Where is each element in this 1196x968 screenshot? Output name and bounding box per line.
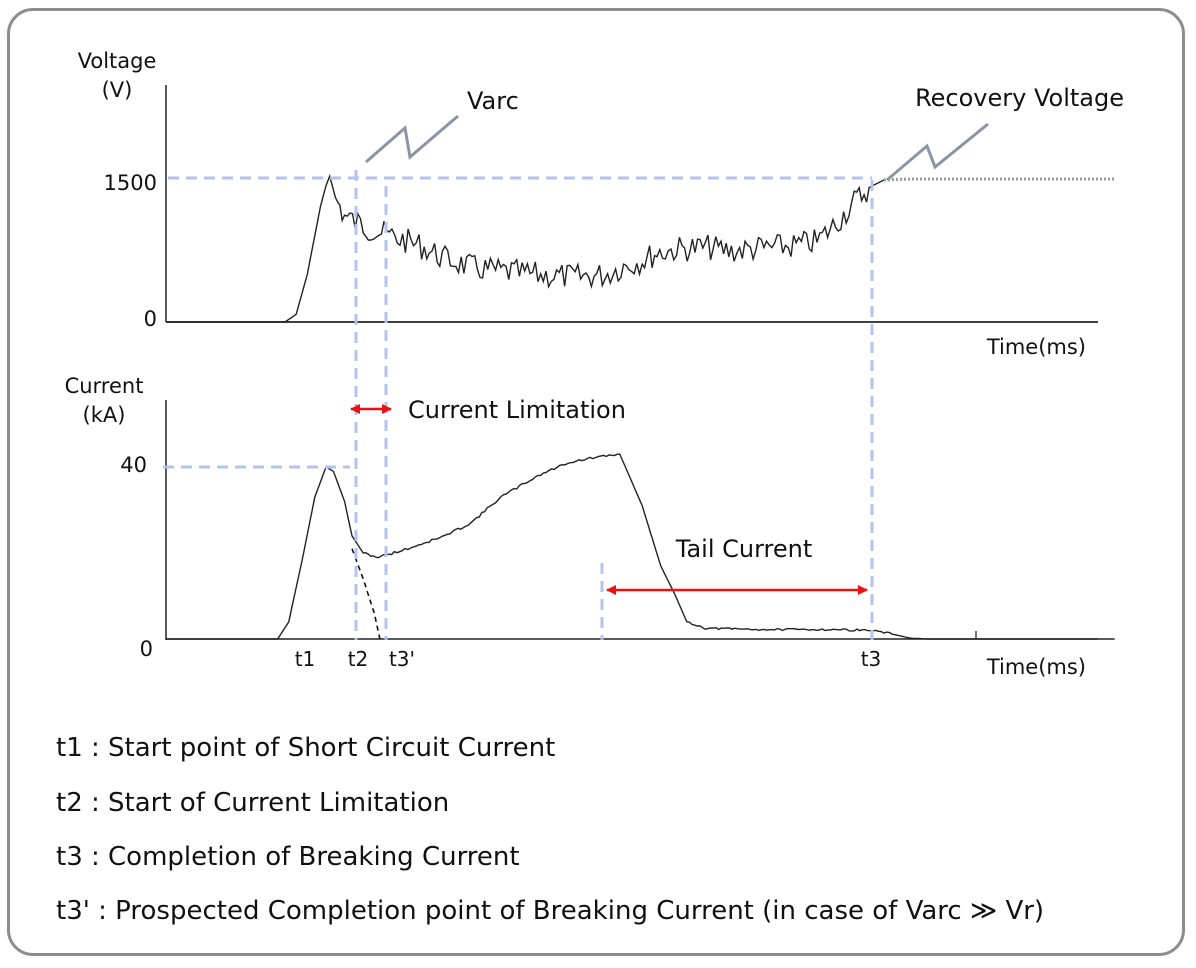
voltage-ylabel: Voltage [78,49,157,73]
current-chart: Current (kA) 40 0 Time(ms) t1 t2 t3' t3 [65,374,1115,679]
varc-label: Varc [467,87,519,115]
current-ylabel-unit: (kA) [83,403,126,427]
current-tick-zero: 0 [140,637,153,661]
varc-leader [365,114,459,164]
current-tick-max: 40 [120,453,147,477]
recovery-voltage-line [883,177,1115,182]
current-series-line [166,453,1115,640]
voltage-series-line [166,173,885,323]
voltage-xlabel: Time(ms) [986,335,1086,359]
recovery-voltage-label: Recovery Voltage [915,84,1124,112]
current-limitation-label: Current Limitation [408,396,626,424]
legend-t3: t3 : Completion of Breaking Current [56,842,520,872]
marker-t3: t3 [861,647,882,671]
voltage-ylabel-unit: (V) [102,78,133,102]
voltage-chart: Voltage (V) 1500 0 Time(ms) Varc Recover… [78,49,1124,359]
tail-current-label: Tail Current [675,535,813,563]
figure-frame [7,8,1185,956]
marker-t3-prime: t3' [389,647,415,671]
current-xlabel: Time(ms) [986,655,1086,679]
legend-t1: t1 : Start point of Short Circuit Curren… [56,733,556,763]
voltage-tick-zero: 0 [144,307,157,331]
legend-t3-prime: t3' : Prospected Completion point of Bre… [56,896,1045,926]
voltage-tick-max: 1500 [104,171,157,195]
marker-t1: t1 [295,647,316,671]
recovery-voltage-leader [886,122,989,182]
prospected-current-line [351,548,381,640]
current-ylabel: Current [65,374,144,398]
marker-t2: t2 [348,647,369,671]
legend-t2: t2 : Start of Current Limitation [56,788,450,818]
